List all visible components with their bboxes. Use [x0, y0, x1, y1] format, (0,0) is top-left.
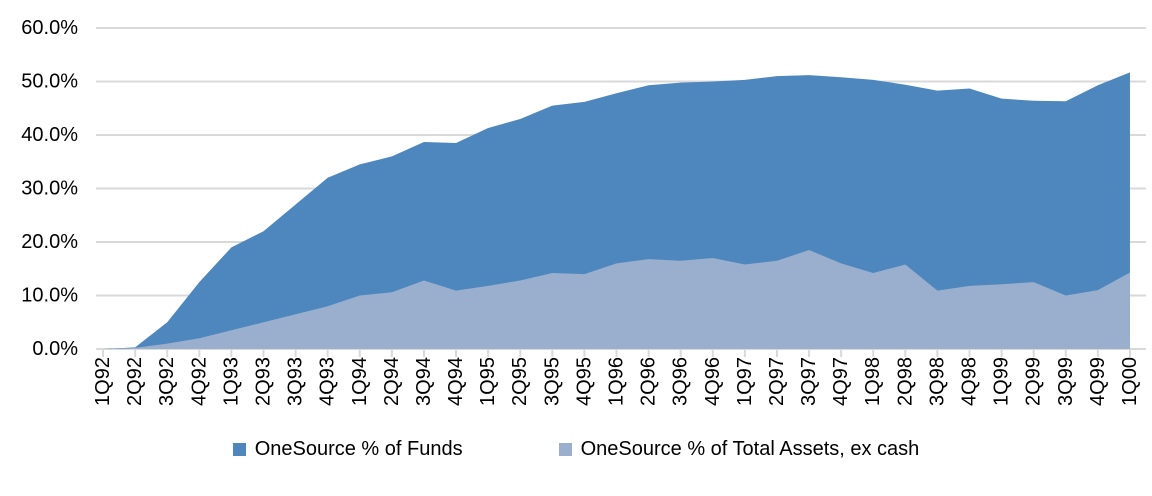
- x-axis-tick-label: 2Q92: [124, 357, 146, 406]
- x-axis-tick-label: 1Q97: [734, 357, 756, 406]
- x-axis-tick-label: 2Q94: [381, 357, 403, 406]
- x-axis-tick-label: 2Q93: [253, 357, 275, 406]
- x-axis-tick-label: 4Q99: [1087, 357, 1109, 406]
- y-axis-tick-label: 40.0%: [21, 124, 78, 146]
- y-axis-tick-label: 60.0%: [21, 17, 78, 39]
- x-axis-tick-label: 4Q96: [702, 357, 724, 406]
- legend-swatch-assets-icon: [558, 443, 572, 456]
- x-axis-tick-label: 4Q98: [959, 357, 981, 406]
- x-axis-tick-label: 2Q99: [1023, 357, 1045, 406]
- x-axis-tick-label: 2Q95: [509, 357, 531, 406]
- legend-label-assets: OneSource % of Total Assets, ex cash: [580, 438, 920, 460]
- legend-item-funds: OneSource % of Funds: [232, 438, 463, 461]
- x-axis-tick-label: 4Q95: [573, 357, 595, 406]
- x-axis-tick-label: 4Q93: [317, 357, 339, 406]
- area-chart-plot: 60.0% 50.0% 40.0% 30.0% 20.0% 10.0% 0.0% 1Q92 2Q…: [21, 17, 1146, 406]
- x-axis-tick-label: 4Q92: [188, 357, 210, 406]
- x-axis-tick-label: 2Q96: [638, 357, 660, 406]
- x-axis-tick-label: 1Q96: [606, 357, 628, 406]
- x-axis-tick-label: 4Q94: [445, 357, 467, 406]
- y-axis-tick-label: 20.0%: [21, 231, 78, 253]
- legend-label-funds: OneSource % of Funds: [254, 438, 463, 460]
- y-axis-tick-label: 10.0%: [21, 285, 78, 307]
- x-axis-tick-label: 3Q92: [156, 357, 178, 406]
- x-axis-tick-label: 3Q97: [798, 357, 820, 406]
- x-axis-tick-label: 1Q94: [349, 357, 371, 406]
- x-axis-tick-label: 1Q00: [1119, 357, 1141, 406]
- x-axis-tick-label: 3Q95: [541, 357, 563, 406]
- x-axis-tick-label: 1Q92: [92, 357, 114, 406]
- x-axis-tick-label: 1Q98: [862, 357, 884, 406]
- x-axis-tick-label: 1Q99: [991, 357, 1013, 406]
- x-axis-tick-label: 2Q98: [894, 357, 916, 406]
- legend-item-assets: OneSource % of Total Assets, ex cash: [558, 438, 920, 461]
- area-series-assets: [103, 250, 1130, 349]
- x-axis-tick-label: 4Q97: [830, 357, 852, 406]
- y-axis-tick-label: 0.0%: [32, 338, 78, 360]
- x-axis-tick-label: 3Q99: [1055, 357, 1077, 406]
- x-axis-tick-label: 1Q93: [220, 357, 242, 406]
- y-axis-tick-label: 50.0%: [21, 71, 78, 93]
- x-axis-tick-label: 1Q95: [477, 357, 499, 406]
- x-axis-tick-label: 3Q93: [285, 357, 307, 406]
- x-axis-tick-label: 3Q96: [670, 357, 692, 406]
- legend-swatch-funds-icon: [232, 443, 246, 456]
- y-axis-tick-label: 30.0%: [21, 178, 78, 200]
- x-axis-tick-label: 3Q98: [926, 357, 948, 406]
- x-axis-tick-label: 3Q94: [413, 357, 435, 406]
- chart-legend: OneSource % of Funds OneSource % of Tota…: [0, 438, 1152, 461]
- x-axis-tick-label: 2Q97: [766, 357, 788, 406]
